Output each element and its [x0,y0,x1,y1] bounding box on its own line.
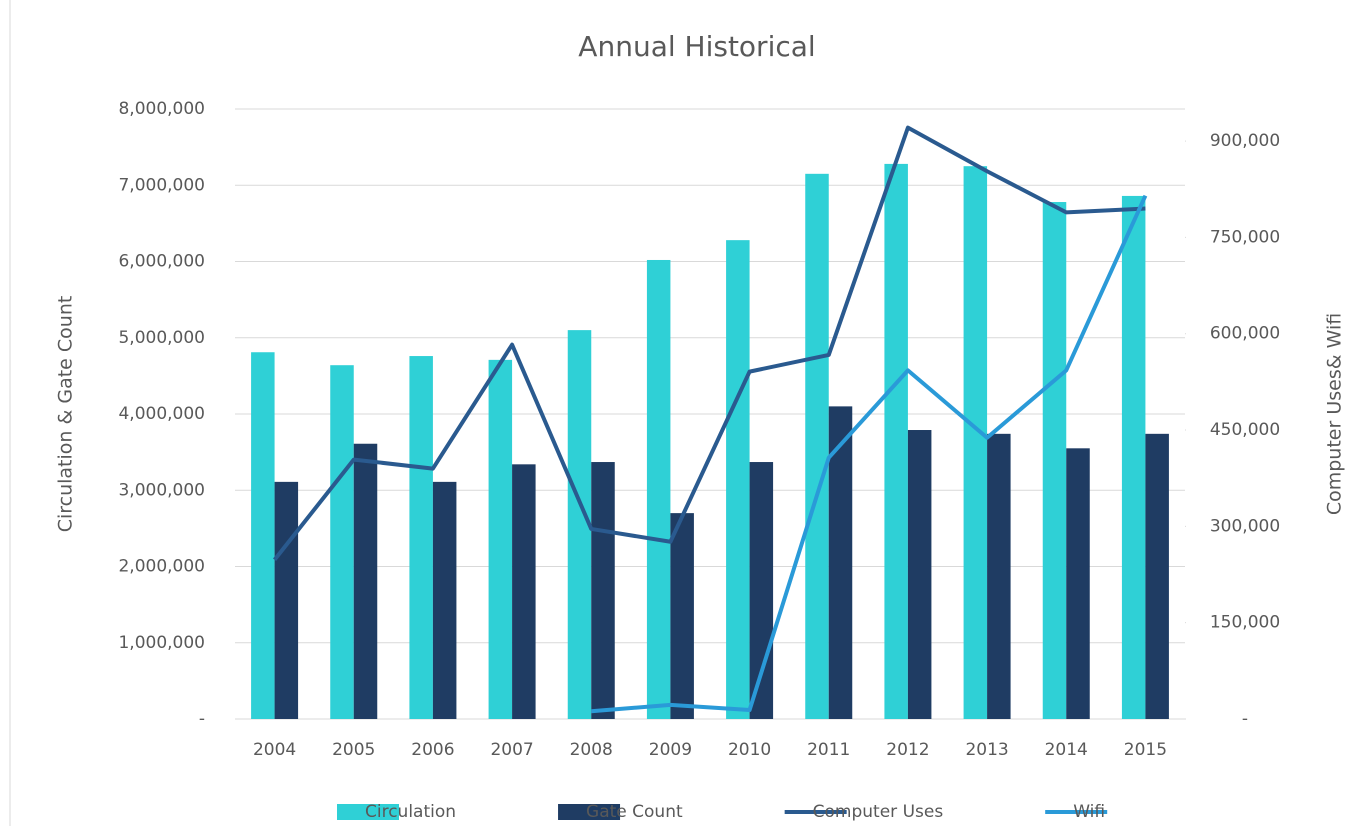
y2-tick-label: 450,000 [1210,420,1280,440]
bar [432,481,457,719]
y-tick-label: 5,000,000 [118,328,205,348]
x-tick-label: 2009 [649,740,692,760]
y2-tick-label: 900,000 [1210,131,1280,151]
x-tick-label: 2013 [965,740,1008,760]
bar [987,433,1011,719]
y2-tick-label: - [1242,709,1248,729]
x-tick-label: 2014 [1045,740,1088,760]
legend-label: Computer Uses [813,802,944,822]
y-tick-label: 7,000,000 [118,175,205,195]
x-tick-label: 2012 [886,740,929,760]
bar [726,240,750,719]
y2-tick-label: 600,000 [1210,324,1280,344]
bar [805,173,829,719]
y2-tick-label: 150,000 [1210,613,1280,633]
bar [884,163,908,719]
line [591,194,1148,714]
bar [409,356,433,719]
x-tick-label: 2008 [570,740,613,760]
y-tick-label: - [199,709,205,729]
bar [567,330,592,719]
y-tick-label: 3,000,000 [118,480,205,500]
x-tick-label: 2005 [332,740,375,760]
bar [330,365,354,719]
bar [749,462,774,719]
x-tick-label: 2010 [728,740,771,760]
bar [274,481,299,719]
bar [670,513,694,719]
y-axis-title: Circulation & Gate Count [55,296,77,533]
bar [1066,448,1090,719]
line [273,125,1146,561]
y-tick-label: 1,000,000 [118,633,205,653]
x-tick-label: 2006 [411,740,454,760]
bar [353,443,378,719]
bar [907,430,932,719]
x-tick-label: 2011 [807,740,850,760]
x-tick-label: 2007 [490,740,533,760]
bar [1145,433,1169,719]
x-tick-label: 2015 [1124,740,1167,760]
bar [963,166,988,719]
y-tick-label: 6,000,000 [118,252,205,272]
bar [591,462,615,719]
legend-label: Circulation [365,802,456,822]
y2-axis-title: Computer Uses& Wifi [1324,313,1346,515]
y-tick-label: 8,000,000 [118,99,205,119]
y-tick-label: 2,000,000 [118,557,205,577]
bar [512,464,536,719]
bar [251,352,275,719]
y2-tick-label: 750,000 [1210,227,1280,247]
legend-label: Wifi [1073,802,1105,822]
bar [1042,202,1067,719]
chart-title: Annual Historical [578,30,815,63]
legend-label: Gate Count [586,802,683,822]
bar [488,359,513,719]
bar [646,259,671,719]
y-tick-label: 4,000,000 [118,404,205,424]
legend-swatch [337,804,399,820]
y2-tick-label: 300,000 [1210,516,1280,536]
bar [828,406,853,719]
bar [1121,195,1146,720]
x-tick-label: 2004 [253,740,296,760]
legend-swatch [558,804,621,820]
